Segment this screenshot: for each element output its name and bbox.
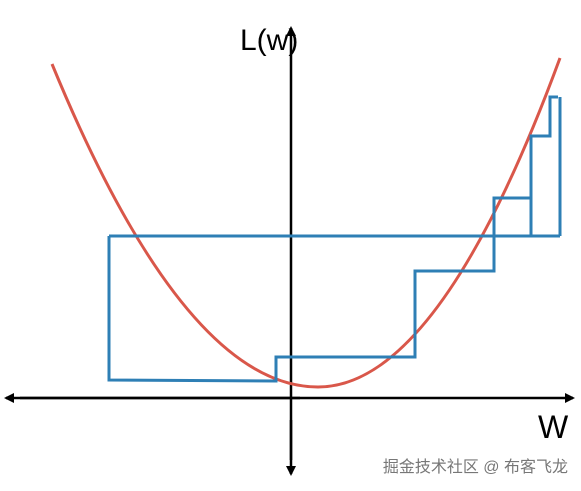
watermark: 掘金技术社区 @ 布客飞龙 bbox=[383, 458, 568, 476]
descent-steps bbox=[107, 95, 562, 383]
y-axis-label: L(w) bbox=[240, 24, 298, 57]
x-axis-label: W bbox=[538, 409, 569, 445]
